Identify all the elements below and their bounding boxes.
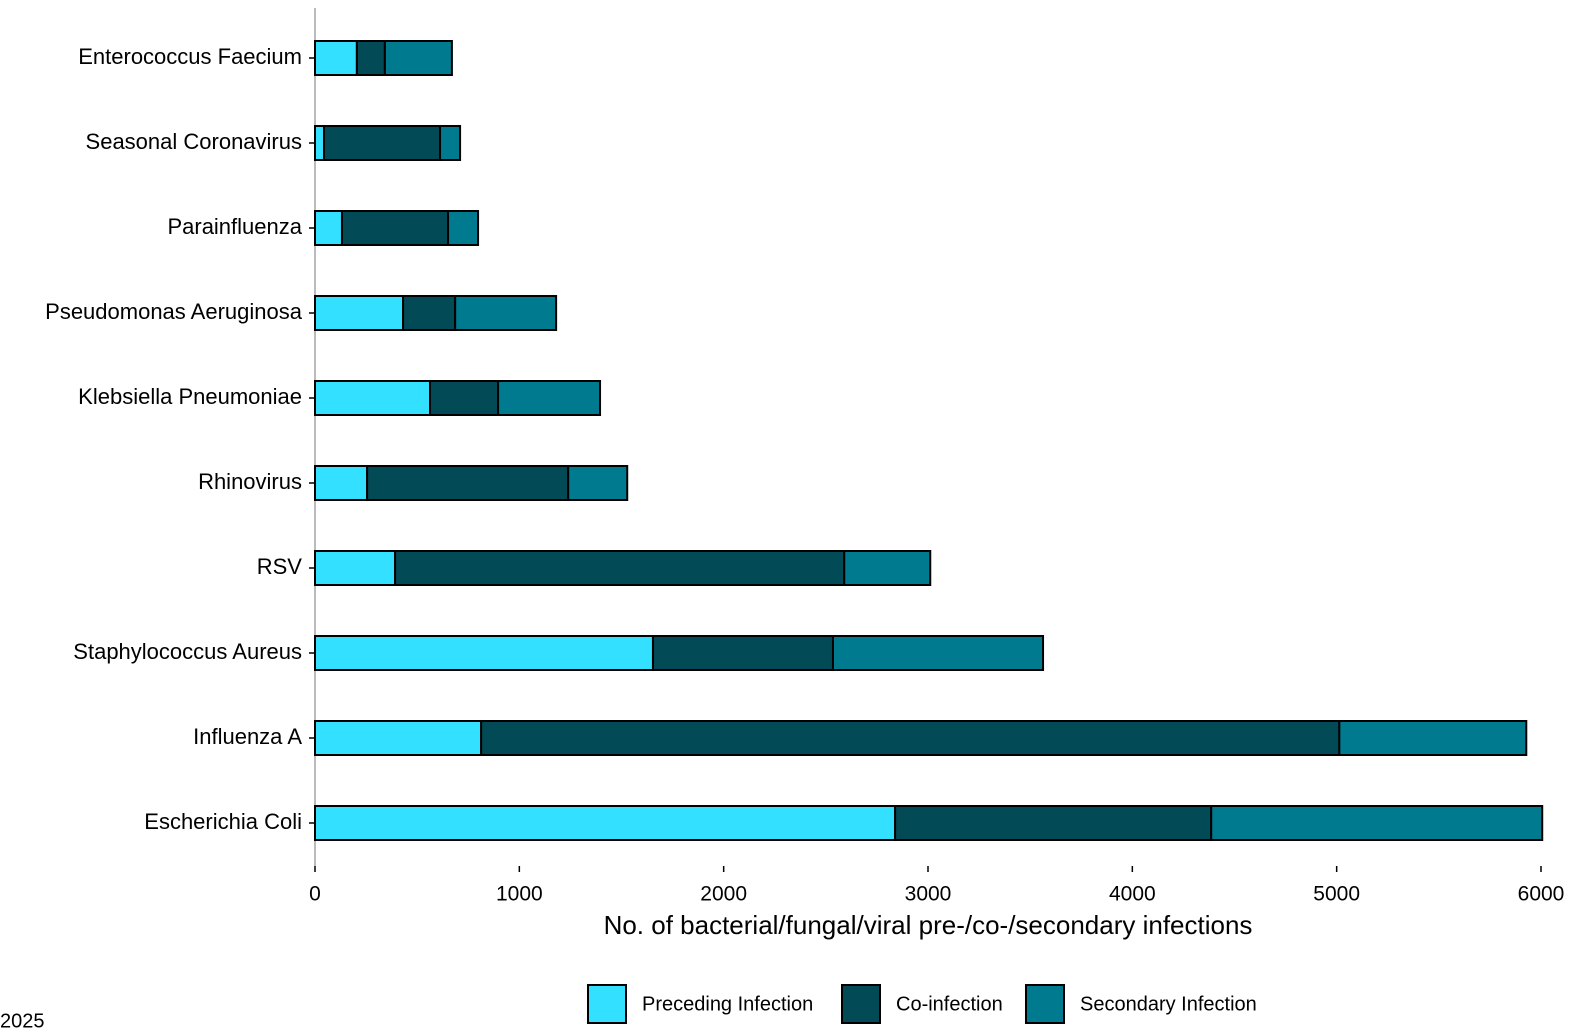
bar-segment bbox=[340, 210, 450, 246]
x-tick-label: 5000 bbox=[1313, 883, 1360, 906]
y-tick-label: Escherichia Coli bbox=[144, 809, 302, 834]
bar-segment bbox=[314, 380, 432, 416]
y-tick-label: Enterococcus Faecium bbox=[78, 44, 302, 69]
y-tick-label: RSV bbox=[257, 554, 303, 579]
bar-segment bbox=[402, 295, 457, 331]
caption: 2025 bbox=[0, 1010, 45, 1030]
bar-segment bbox=[314, 295, 405, 331]
bar-segment bbox=[480, 720, 1341, 756]
legend-label: Preceding Infection bbox=[642, 993, 813, 1015]
bar-segment bbox=[366, 465, 570, 501]
legend-label: Co-infection bbox=[896, 993, 1003, 1015]
bar-segment bbox=[314, 465, 369, 501]
legend-swatch bbox=[587, 984, 627, 1024]
y-tick-label: Parainfluenza bbox=[167, 214, 302, 239]
x-tick-label: 1000 bbox=[496, 883, 543, 906]
bar-segment bbox=[567, 465, 629, 501]
legend-swatch bbox=[841, 984, 881, 1024]
x-tick-label: 6000 bbox=[1518, 883, 1565, 906]
bar-segment bbox=[394, 550, 846, 586]
bar-segment bbox=[322, 125, 442, 161]
bar-segment bbox=[651, 635, 834, 671]
legend-swatch bbox=[1025, 984, 1065, 1024]
bar-segment bbox=[843, 550, 932, 586]
y-tick-label: Klebsiella Pneumoniae bbox=[78, 384, 302, 409]
y-tick-label: Staphylococcus Aureus bbox=[73, 639, 302, 664]
bar-segment bbox=[314, 40, 358, 76]
bar-segment bbox=[314, 550, 397, 586]
bar-segment bbox=[355, 40, 386, 76]
bar-segment bbox=[1338, 720, 1528, 756]
bar-segment bbox=[314, 720, 483, 756]
x-tick-label: 4000 bbox=[1109, 883, 1156, 906]
bar-segment bbox=[314, 805, 897, 841]
bar-segment bbox=[383, 40, 453, 76]
bar-segment bbox=[831, 635, 1045, 671]
bar-segment bbox=[447, 210, 480, 246]
legend-label: Secondary Infection bbox=[1080, 993, 1257, 1015]
bar-segment bbox=[314, 635, 654, 671]
bar-segment bbox=[314, 125, 325, 161]
bar-segment bbox=[439, 125, 462, 161]
y-tick-label: Pseudomonas Aeruginosa bbox=[45, 299, 303, 324]
bar-segment bbox=[314, 210, 343, 246]
y-tick-label: Rhinovirus bbox=[198, 469, 302, 494]
bar-segment bbox=[497, 380, 602, 416]
bar-segment bbox=[454, 295, 558, 331]
x-axis-title: No. of bacterial/fungal/viral pre-/co-/s… bbox=[604, 910, 1253, 940]
y-tick-label: Influenza A bbox=[193, 724, 302, 749]
bar-segment bbox=[1210, 805, 1544, 841]
bar-segment bbox=[429, 380, 500, 416]
x-tick-label: 2000 bbox=[700, 883, 747, 906]
bar-segment bbox=[894, 805, 1213, 841]
y-tick-label: Seasonal Coronavirus bbox=[86, 129, 302, 154]
x-tick-label: 3000 bbox=[905, 883, 952, 906]
x-tick-label: 0 bbox=[309, 883, 321, 906]
